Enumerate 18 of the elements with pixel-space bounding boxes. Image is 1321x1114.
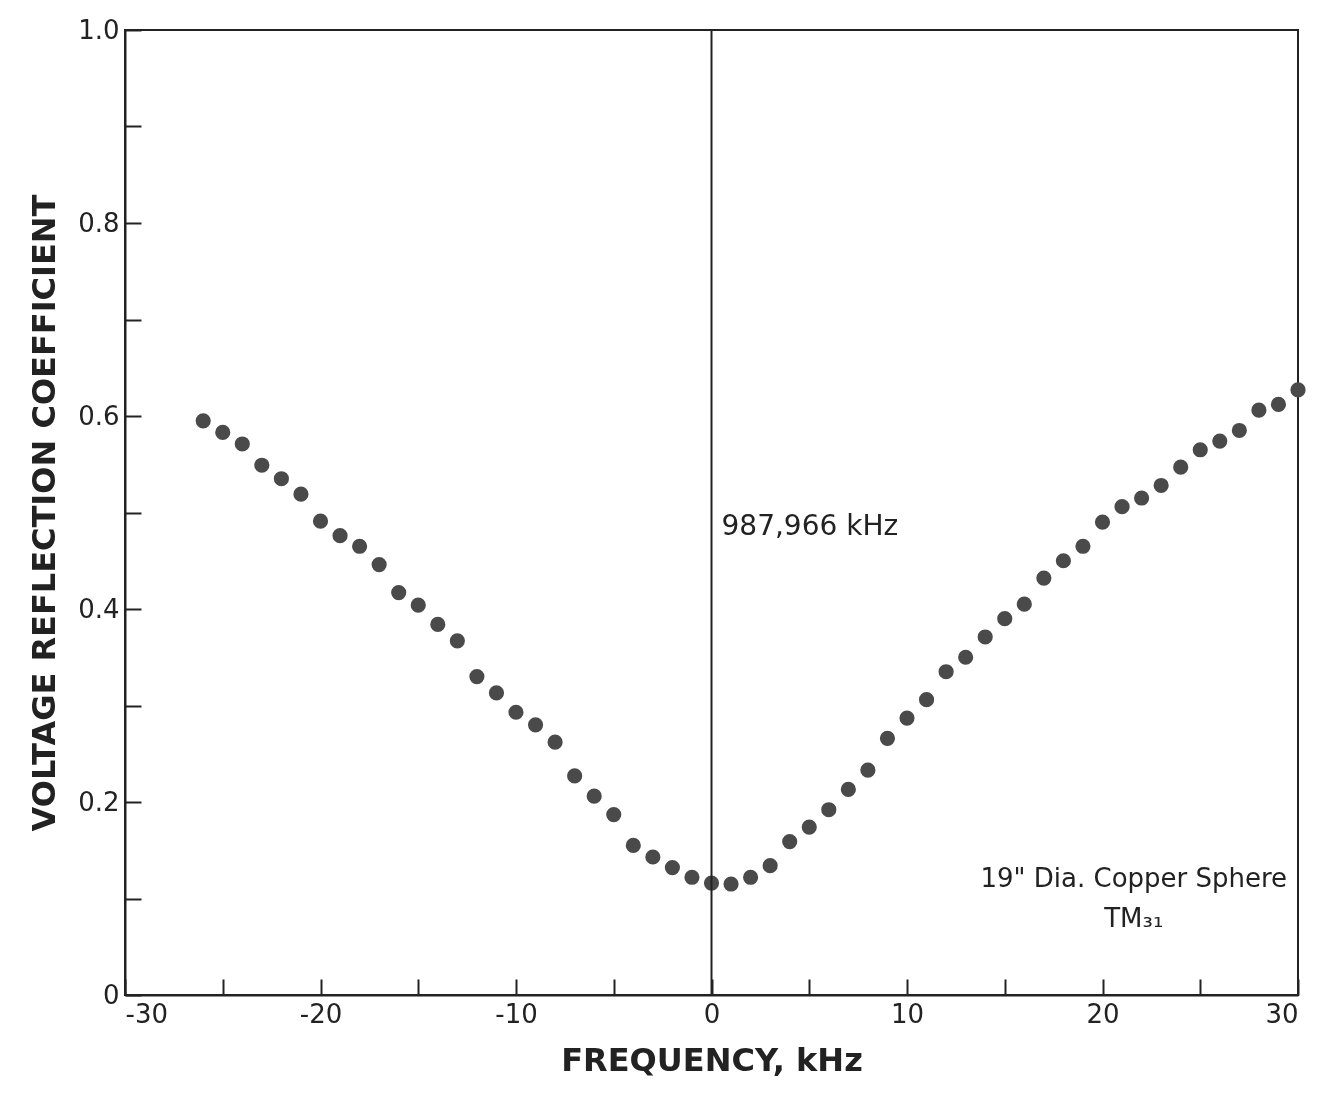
x-tick-label: 0 [703,998,721,1029]
x-tick-label: -10 [495,998,538,1029]
annotation: TM₃₁ [1103,903,1164,934]
x-tick-label: 10 [890,998,925,1029]
x-tick-label: 20 [1086,998,1120,1029]
annotation: 19" Dia. Copper Sphere [980,863,1288,894]
y-tick-label: 1.0 [78,14,120,45]
x-tick-label: -20 [299,998,343,1029]
y-tick-label: 0.6 [78,400,120,431]
ref-line-label: 987,966 kHz [721,509,899,543]
y-tick-label: 0.8 [78,207,120,238]
y-tick-label: 0 [102,979,120,1010]
x-axis-title: FREQUENCY, kHz [561,1040,863,1079]
x-tick-label: 30 [1265,998,1299,1029]
y-tick-label: 0.2 [78,786,120,817]
x-tick-label: -30 [125,998,168,1029]
y-axis-title: VOLTAGE REFLECTION COEFFICIENT [25,194,64,832]
y-tick-label: 0.4 [78,593,120,624]
